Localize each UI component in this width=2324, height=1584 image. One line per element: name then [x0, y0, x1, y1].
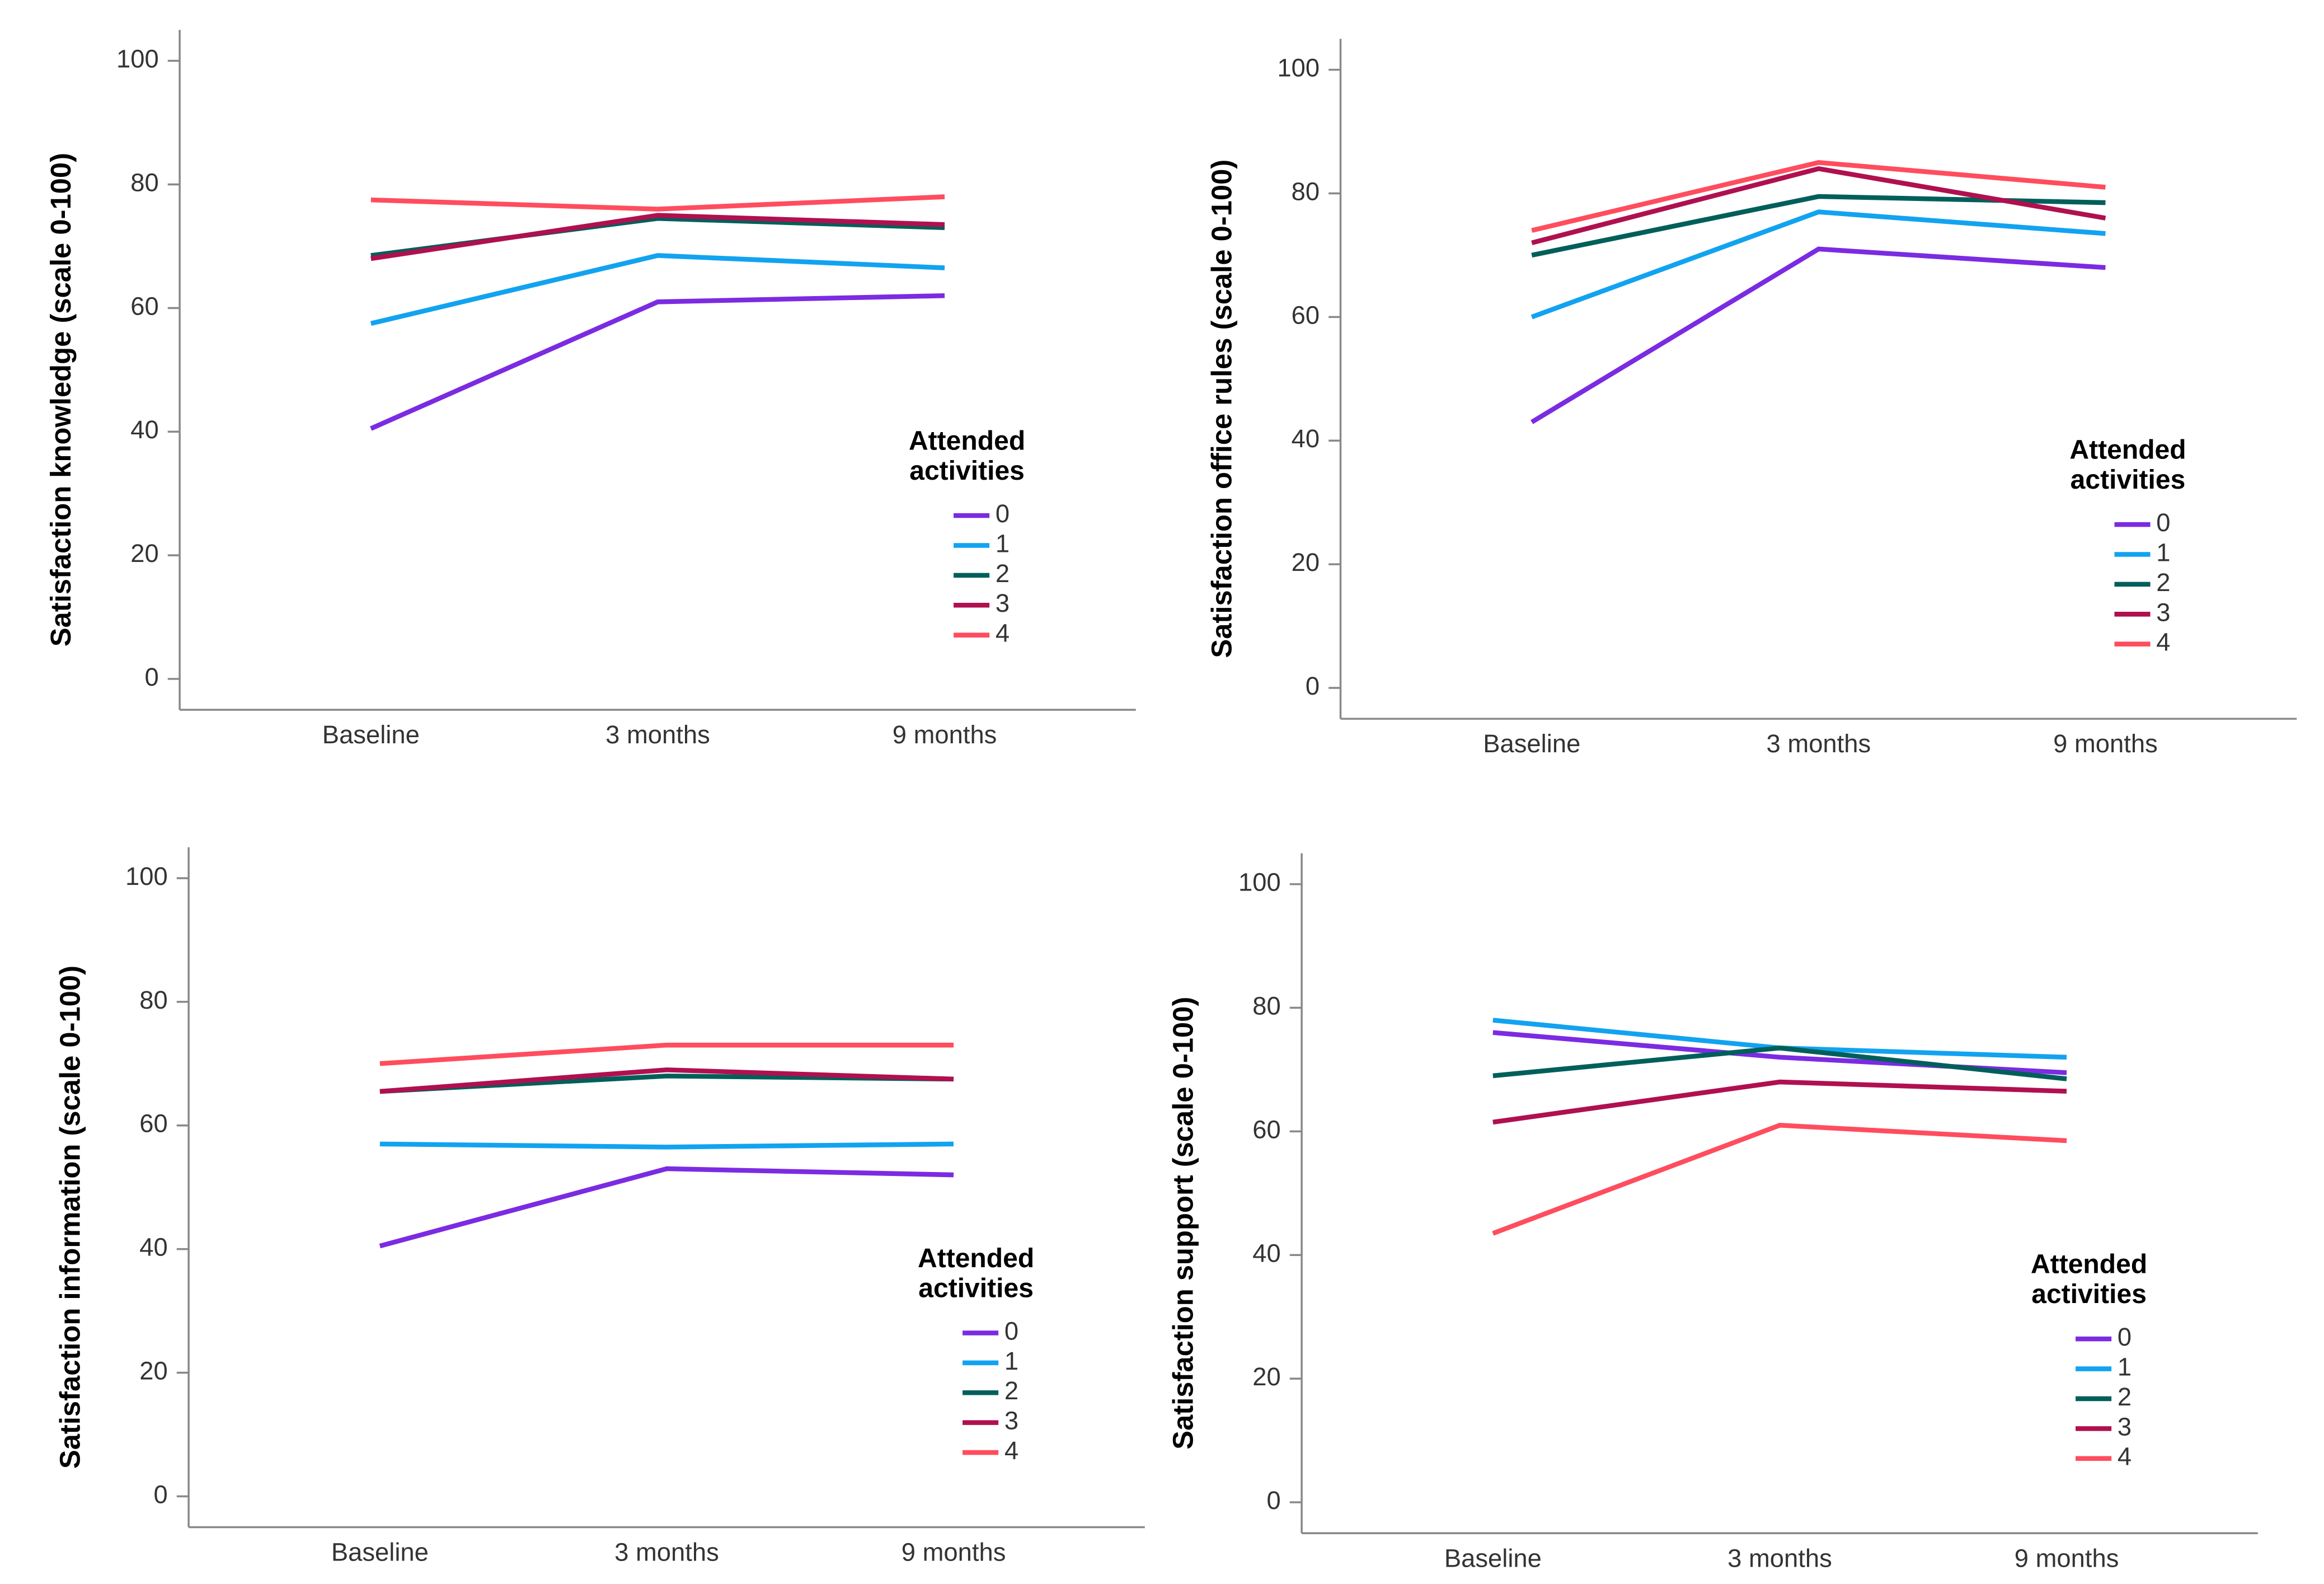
x-tick-label: Baseline	[322, 720, 420, 749]
x-tick-label: 9 months	[2015, 1544, 2119, 1572]
x-tick-label: Baseline	[331, 1538, 429, 1567]
x-tick-label: 3 months	[1727, 1544, 1832, 1572]
y-tick-label: 60	[1252, 1115, 1280, 1144]
legend-label: 0	[996, 499, 1010, 528]
y-tick-label: 0	[1267, 1486, 1281, 1515]
series-line	[1492, 1046, 2067, 1081]
legend-label: 1	[2118, 1353, 2131, 1381]
legend-label: 1	[1004, 1347, 1018, 1375]
y-tick-label: 20	[139, 1356, 167, 1385]
legend-label: 2	[996, 559, 1010, 588]
y-axis-title: Satisfaction knowledge (scale 0-100)	[45, 153, 77, 646]
y-tick-label: 20	[1292, 548, 1320, 577]
series-line	[1492, 1123, 2067, 1236]
x-tick-label: 3 months	[614, 1538, 719, 1567]
y-tick-label: 40	[139, 1233, 167, 1262]
series-line	[379, 1067, 954, 1094]
y-tick-label: 100	[125, 862, 168, 891]
y-tick-label: 0	[1306, 672, 1320, 700]
legend: Attended activities	[2030, 1249, 2148, 1309]
x-tick-label: Baseline	[1444, 1544, 1542, 1572]
legend: Attended activities	[917, 1243, 1035, 1304]
legend-label: 3	[1004, 1407, 1018, 1435]
y-tick-label: 60	[130, 292, 158, 320]
y-tick-label: 100	[1277, 54, 1320, 82]
legend-label: 0	[2118, 1323, 2131, 1351]
series-line	[370, 213, 945, 261]
y-tick-label: 80	[1252, 992, 1280, 1020]
series-line	[370, 293, 945, 431]
legend-label: 2	[2156, 568, 2170, 597]
series-line	[1531, 160, 2106, 233]
legend-title: Attended activities	[2030, 1249, 2148, 1309]
y-tick-label: 80	[1292, 177, 1320, 205]
legend-label: 3	[2118, 1412, 2131, 1441]
series-line	[379, 1166, 954, 1249]
legend-label: 2	[1004, 1376, 1018, 1405]
legend-label: 0	[2156, 508, 2170, 537]
legend-title: Attended activities	[908, 425, 1026, 486]
legend-title: Attended activities	[2069, 434, 2186, 495]
y-axis-title: Satisfaction support (scale 0-100)	[1167, 997, 1199, 1450]
series-line	[370, 253, 945, 326]
y-tick-label: 100	[1238, 868, 1281, 897]
series-line	[370, 194, 945, 212]
legend-label: 1	[2156, 538, 2170, 566]
y-axis-title: Satisfaction office rules (scale 0-100)	[1206, 160, 1238, 658]
x-tick-label: 3 months	[1767, 729, 1871, 758]
x-tick-label: 9 months	[902, 1538, 1006, 1567]
y-axis-title: Satisfaction information (scale 0-100)	[54, 966, 86, 1469]
series-line	[379, 1141, 954, 1150]
legend-label: 4	[2156, 628, 2170, 657]
y-tick-label: 80	[130, 168, 158, 196]
x-tick-label: 3 months	[605, 720, 710, 749]
legend-label: 3	[996, 589, 1010, 617]
series-line	[1530, 246, 2106, 424]
y-tick-label: 40	[1292, 424, 1320, 453]
y-tick-label: 60	[1292, 301, 1320, 329]
legend-label: 4	[996, 619, 1010, 648]
legend-label: 1	[996, 529, 1010, 557]
y-tick-label: 60	[139, 1109, 167, 1138]
series-line	[1530, 209, 2106, 320]
legend-label: 3	[2156, 598, 2170, 626]
legend-label: 4	[2118, 1442, 2131, 1471]
legend-label: 2	[2118, 1383, 2131, 1411]
series-line	[379, 1042, 954, 1066]
x-tick-label: Baseline	[1483, 729, 1580, 758]
y-tick-label: 20	[1252, 1362, 1280, 1391]
legend-label: 0	[1004, 1316, 1018, 1345]
x-tick-label: 9 months	[2053, 729, 2158, 758]
y-tick-label: 40	[1252, 1239, 1280, 1267]
y-tick-label: 40	[130, 415, 158, 444]
legend-label: 4	[1004, 1436, 1018, 1465]
y-tick-label: 0	[144, 663, 158, 691]
legend: Attended activities	[2069, 434, 2186, 495]
legend-title: Attended activities	[917, 1243, 1035, 1304]
x-tick-label: 9 months	[893, 720, 997, 749]
y-tick-label: 100	[116, 45, 159, 73]
y-tick-label: 80	[139, 986, 167, 1014]
legend: Attended activities	[908, 425, 1026, 486]
series-line	[1492, 1079, 2067, 1125]
series-line	[1531, 166, 2106, 245]
y-tick-label: 20	[130, 539, 158, 568]
y-tick-label: 0	[153, 1480, 167, 1508]
